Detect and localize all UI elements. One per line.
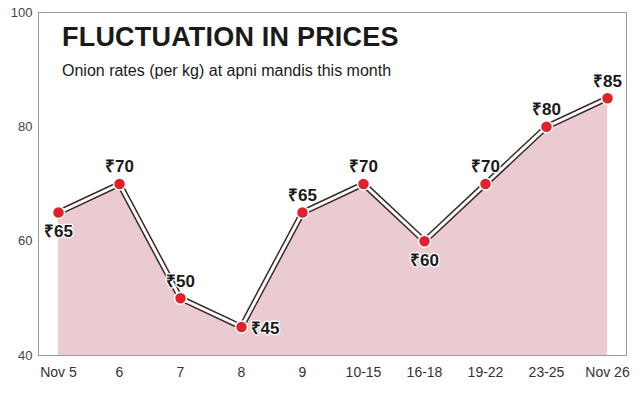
html-text:FLUCTUATION IN PRICES: FLUCTUATION IN PRICES [62, 22, 399, 52]
html-text:Onion rates (per kg) at apni m: Onion rates (per kg) at apni mandis this… [62, 62, 391, 79]
svg-text:₹80: ₹80 [532, 100, 561, 119]
svg-text:₹70: ₹70 [471, 157, 500, 176]
svg-text:₹65: ₹65 [288, 186, 317, 205]
svg-text:23-25: 23-25 [529, 364, 565, 380]
svg-text:Nov 5: Nov 5 [40, 364, 77, 380]
svg-text:9: 9 [299, 364, 307, 380]
svg-text:Nov 26: Nov 26 [585, 364, 630, 380]
svg-text:8: 8 [238, 364, 246, 380]
svg-text:16-18: 16-18 [407, 364, 443, 380]
svg-text:₹45: ₹45 [251, 319, 280, 338]
svg-text:80: 80 [18, 119, 32, 134]
svg-text:10-15: 10-15 [346, 364, 382, 380]
svg-text:₹85: ₹85 [593, 72, 622, 91]
svg-text:19-22: 19-22 [468, 364, 504, 380]
svg-text:₹70: ₹70 [105, 157, 134, 176]
svg-text:₹65: ₹65 [44, 222, 73, 241]
svg-text:60: 60 [18, 233, 32, 248]
svg-text:₹60: ₹60 [410, 251, 439, 270]
svg-text:6: 6 [116, 364, 124, 380]
svg-text:₹50: ₹50 [166, 272, 195, 291]
svg-text:7: 7 [177, 364, 185, 380]
svg-text:100: 100 [11, 5, 33, 20]
svg-text:₹70: ₹70 [349, 157, 378, 176]
svg-text:40: 40 [18, 348, 32, 363]
